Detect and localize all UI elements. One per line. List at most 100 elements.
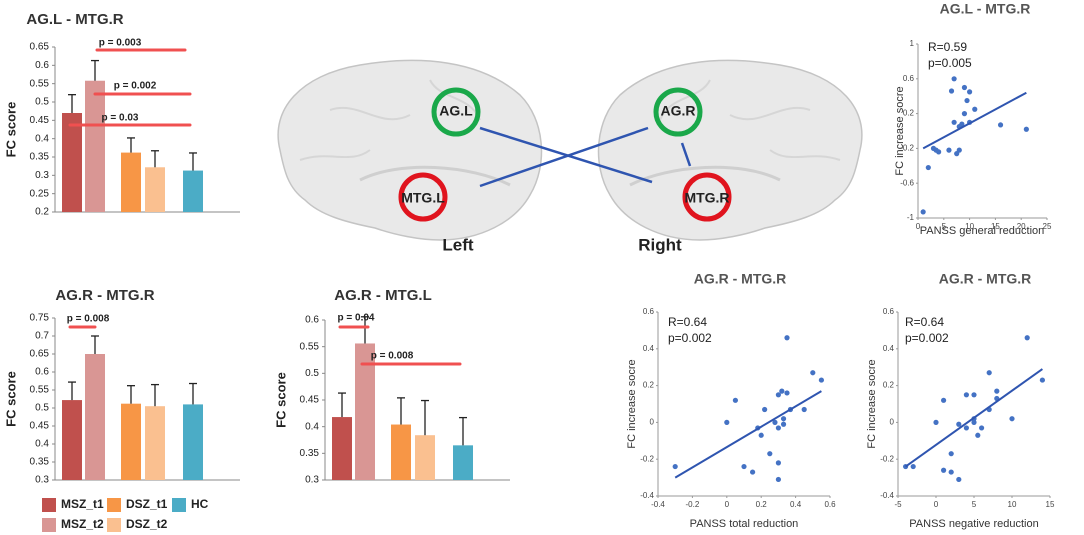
y-tick-label: 0.3: [35, 170, 49, 181]
point: [741, 463, 747, 470]
point: [910, 463, 916, 470]
point: [758, 432, 764, 438]
annotation: p = 0.008: [371, 351, 414, 362]
left-temporal: [359, 165, 511, 187]
y-tick-label: -1: [907, 213, 915, 222]
bar: [355, 343, 375, 480]
point: [920, 209, 926, 215]
y-tick-label: 0.25: [30, 188, 50, 199]
y-tick-label: 0.4: [35, 439, 49, 450]
x-tick-label: -0.2: [686, 500, 700, 509]
x-tick-label: 5: [972, 500, 977, 509]
point: [936, 149, 942, 155]
x-tick-label: 10: [1008, 500, 1017, 509]
annotation: p = 0.008: [67, 314, 110, 325]
point: [1009, 416, 1015, 422]
point: [775, 392, 782, 398]
chart-title: AG.R - MTG.R: [939, 271, 1032, 287]
y-tick-label: 0.55: [300, 341, 320, 352]
fit-line: [922, 91, 1027, 150]
stat-label: p=0.005: [928, 56, 972, 70]
bar: [121, 403, 141, 480]
y-tick-label: 0.35: [300, 448, 320, 459]
y-tick-label: 0.2: [35, 207, 49, 218]
fit-line: [674, 390, 822, 479]
annotation: p = 0.002: [114, 81, 157, 92]
connection: [680, 142, 692, 167]
point: [971, 392, 977, 398]
point: [775, 476, 782, 483]
legend-swatch: [107, 518, 121, 532]
point: [780, 416, 787, 422]
chart-title: AG.L - MTG.R: [940, 1, 1031, 17]
x-tick-label: 15: [991, 222, 1000, 231]
x-axis-label: PANSS negative reduction: [909, 518, 1038, 530]
point: [946, 147, 952, 153]
x-tick-label: 20: [1017, 222, 1026, 231]
x-tick-label: 0.6: [824, 500, 836, 509]
region-label: MTG.L: [401, 190, 445, 206]
y-axis-label: FC increase socre: [894, 86, 906, 175]
region-label: AG.R: [661, 103, 696, 119]
y-tick-label: 0.45: [30, 421, 50, 432]
point: [964, 97, 970, 104]
point: [956, 421, 962, 427]
point: [959, 121, 965, 127]
point: [1023, 126, 1029, 132]
stat-label: p=0.002: [905, 331, 949, 345]
legend-swatch: [42, 498, 56, 512]
point: [767, 451, 773, 457]
bar: [121, 152, 141, 212]
legend-label: DSZ_t1: [126, 497, 168, 511]
legend-label: MSZ_t2: [61, 517, 104, 531]
y-tick-label: 0: [650, 418, 655, 427]
point: [994, 388, 1000, 394]
point: [784, 390, 790, 396]
y-tick-label: -0.2: [900, 144, 914, 153]
point: [941, 397, 947, 403]
point: [1039, 377, 1045, 383]
legend-label: HC: [191, 497, 209, 511]
y-tick-label: 0.4: [35, 133, 49, 144]
point: [963, 425, 970, 431]
y-tick-label: 0.55: [30, 78, 50, 89]
bar: [332, 417, 352, 480]
point: [672, 463, 678, 470]
point: [967, 89, 973, 95]
point: [780, 421, 787, 427]
point: [810, 370, 816, 376]
y-axis-label: FC score: [3, 102, 18, 158]
point: [772, 419, 778, 425]
point: [941, 467, 947, 473]
point: [963, 392, 970, 398]
annotation: p = 0.04: [338, 313, 375, 324]
brain-diagram: AG.L MTG.L AG.R MTG.R Left Right: [277, 59, 863, 254]
point: [948, 451, 954, 457]
bar: [85, 354, 105, 480]
bar: [453, 445, 473, 480]
point: [956, 476, 962, 483]
y-tick-label: 0.2: [643, 381, 655, 390]
x-axis-label: PANSS total reduction: [690, 518, 799, 530]
y-axis-label: FC increase socre: [866, 359, 878, 448]
point: [779, 388, 785, 394]
region-label: MTG.R: [684, 190, 729, 206]
point: [818, 377, 825, 383]
y-tick-label: 0.5: [35, 403, 49, 414]
y-tick-label: 0.65: [30, 349, 50, 360]
chart-title: AG.R - MTG.R: [55, 287, 154, 304]
right-sulci: [659, 79, 841, 161]
legend-swatch: [172, 498, 186, 512]
y-tick-label: 0.2: [903, 109, 915, 118]
region-label: AG.L: [439, 103, 473, 119]
x-tick-label: 25: [1043, 222, 1052, 231]
x-tick-label: 0: [934, 500, 939, 509]
region-circle: [398, 172, 448, 222]
bar: [391, 424, 411, 480]
y-tick-label: 0.6: [35, 367, 49, 378]
y-tick-label: 0.4: [305, 421, 319, 432]
point: [762, 406, 768, 413]
point: [724, 419, 730, 425]
y-tick-label: 0.6: [883, 307, 895, 316]
